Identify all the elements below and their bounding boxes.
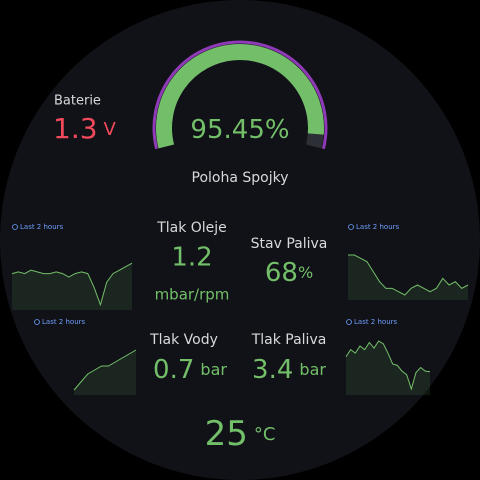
battery-label: Baterie: [54, 94, 101, 109]
time-range: Last 2 hours: [354, 318, 398, 326]
time-range: Last 2 hours: [356, 223, 400, 231]
fuel-level-label: Stav Paliva: [251, 236, 328, 252]
value: 25: [205, 414, 248, 454]
battery-value: 1.3 V: [53, 112, 117, 145]
time-range: Last 2 hours: [42, 318, 86, 326]
fuel-level-value: 68%: [265, 258, 313, 288]
value: 3.4: [252, 355, 293, 385]
fuel-pressure-label: Tlak Paliva: [251, 332, 327, 348]
gauge-threshold: [152, 40, 328, 150]
water-label: Tlak Vody: [149, 332, 218, 348]
unit: V: [104, 119, 117, 140]
sparkline: [11, 262, 133, 307]
oil-value: 1.2: [171, 243, 212, 273]
clutch-value: 95.45%: [190, 115, 289, 145]
fuel-pressure-value: 3.4 bar: [252, 355, 326, 385]
sparkline: [345, 340, 431, 391]
sparkline: [73, 349, 137, 391]
gauge-fill: [156, 44, 324, 149]
unit: %: [265, 115, 290, 145]
value: 95.45: [190, 115, 264, 145]
clock-icon: [348, 224, 354, 230]
oil-unit: mbar/rpm: [155, 286, 230, 304]
clock-icon: [34, 319, 40, 325]
clock-icon: [12, 224, 18, 230]
water-value: 0.7 bar: [153, 355, 227, 385]
sparkline: [348, 254, 469, 296]
sparkline-area: [74, 350, 136, 395]
unit: bar: [299, 360, 326, 379]
clutch-label: Poloha Spojky: [192, 170, 289, 186]
value: 68: [265, 258, 298, 288]
sparkline-area: [346, 341, 430, 395]
value: 1.3: [53, 112, 98, 145]
clock-icon: [346, 319, 352, 325]
time-range: Last 2 hours: [20, 223, 64, 231]
temperature-value: 25 °C: [205, 414, 276, 454]
oil-label: Tlak Oleje: [156, 220, 227, 236]
unit: bar: [200, 360, 227, 379]
sparkline-area: [348, 255, 468, 300]
sparkline-area: [12, 263, 132, 310]
unit: °C: [254, 424, 276, 445]
value: 0.7: [153, 355, 194, 385]
unit: %: [298, 263, 313, 282]
